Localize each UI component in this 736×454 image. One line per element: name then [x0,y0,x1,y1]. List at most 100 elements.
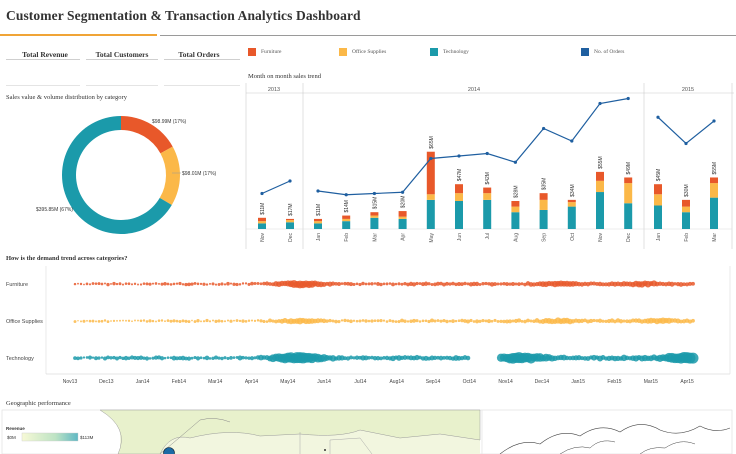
demand-dot[interactable] [73,282,77,286]
demand-dot[interactable] [673,282,677,286]
demand-dot[interactable] [354,355,360,360]
demand-dot[interactable] [388,319,392,323]
demand-dot[interactable] [145,320,149,323]
demand-dot[interactable] [321,318,327,324]
demand-dot[interactable] [585,319,591,324]
demand-dot[interactable] [175,356,179,361]
demand-dot[interactable] [430,283,434,286]
demand-dot[interactable] [454,282,458,287]
demand-dot[interactable] [475,319,479,324]
bar-furniture[interactable] [258,217,266,222]
demand-dot[interactable] [259,282,263,286]
demand-dot[interactable] [142,356,146,360]
bar-furniture[interactable] [596,171,604,181]
demand-dot[interactable] [187,282,191,287]
demand-dot[interactable] [208,282,212,285]
demand-dot[interactable] [202,282,206,286]
demand-dot[interactable] [88,319,92,323]
demand-dot[interactable] [164,320,166,323]
demand-dot[interactable] [685,282,689,287]
demand-dot[interactable] [385,282,389,286]
demand-dot[interactable] [436,281,440,286]
demand-dot[interactable] [343,281,347,286]
demand-dot[interactable] [330,281,336,286]
demand-dot[interactable] [211,282,215,286]
demand-dot[interactable] [508,282,512,286]
demand-dot[interactable] [583,318,587,323]
demand-dot[interactable] [151,319,155,323]
demand-dot[interactable] [100,282,104,286]
demand-dot[interactable] [148,357,152,360]
demand-dot[interactable] [95,320,97,323]
demand-dot[interactable] [403,281,407,286]
bar-office-supplies[interactable] [258,221,266,224]
demand-dot[interactable] [493,282,497,287]
demand-dot[interactable] [85,356,89,359]
demand-dot[interactable] [597,318,603,323]
demand-dot[interactable] [186,356,192,361]
demand-dot[interactable] [166,282,170,286]
demand-dot[interactable] [142,319,146,322]
demand-dot[interactable] [517,282,521,287]
demand-dot[interactable] [166,356,170,360]
demand-dot[interactable] [409,319,413,323]
demand-dot[interactable] [82,319,86,323]
demand-dot[interactable] [466,282,470,286]
demand-dot[interactable] [361,281,365,286]
demand-dot[interactable] [213,355,219,360]
demand-dot[interactable] [502,319,506,324]
demand-dot[interactable] [433,282,437,287]
bar-office-supplies[interactable] [624,183,633,204]
demand-dot[interactable] [235,319,239,322]
demand-dot[interactable] [235,282,239,287]
bar-technology[interactable] [567,206,576,229]
demand-dot[interactable] [604,319,608,324]
demand-dot[interactable] [73,356,77,360]
demand-dot[interactable] [334,281,338,286]
demand-dot[interactable] [200,320,202,323]
demand-dot[interactable] [367,355,371,360]
demand-dot[interactable] [184,282,188,287]
demand-dot[interactable] [123,355,129,361]
demand-dot[interactable] [352,356,356,360]
demand-dot[interactable] [82,356,86,359]
demand-dot[interactable] [516,318,522,323]
demand-dot[interactable] [418,282,422,286]
demand-dot[interactable] [397,282,401,286]
demand-dot[interactable] [463,319,467,323]
demand-dot[interactable] [199,282,203,286]
demand-dot[interactable] [237,355,243,361]
demand-dot[interactable] [339,355,345,361]
kpi-total-revenue[interactable]: Total Revenue [22,50,68,59]
bar-technology[interactable] [426,199,435,229]
bar-office-supplies[interactable] [539,199,548,210]
demand-dot[interactable] [346,319,350,323]
demand-dot[interactable] [411,282,417,287]
demand-dot[interactable] [337,282,341,287]
demand-dot[interactable] [184,356,188,361]
demand-dot[interactable] [220,356,224,361]
demand-dot[interactable] [73,320,77,324]
demand-dot[interactable] [609,318,615,323]
demand-dot[interactable] [622,319,626,323]
demand-dot[interactable] [169,319,173,323]
demand-dot[interactable] [388,282,392,285]
demand-dot[interactable] [337,320,341,324]
demand-dot[interactable] [106,320,110,323]
demand-dot[interactable] [190,282,194,286]
demand-dot[interactable] [106,355,110,360]
demand-dot[interactable] [202,356,206,360]
demand-dot[interactable] [85,282,89,286]
demand-dot[interactable] [373,282,377,285]
demand-dot[interactable] [238,283,242,286]
demand-dot[interactable] [264,281,270,286]
bar-furniture[interactable] [398,211,407,217]
bar-furniture[interactable] [426,151,435,195]
demand-dot[interactable] [454,319,458,323]
demand-dot[interactable] [415,281,419,286]
demand-dot[interactable] [151,356,155,360]
demand-dot[interactable] [241,282,245,285]
demand-dot[interactable] [97,320,101,323]
demand-dot[interactable] [127,356,131,360]
demand-dot[interactable] [481,319,485,323]
